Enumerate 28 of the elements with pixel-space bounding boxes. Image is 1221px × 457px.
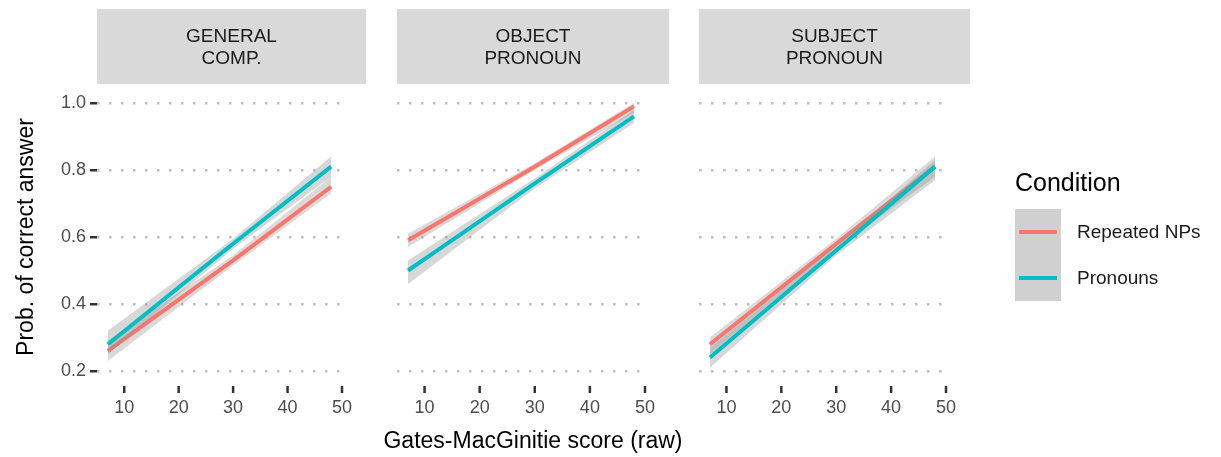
x-tick-label: 30	[223, 396, 244, 417]
x-tick-label: 20	[469, 396, 490, 417]
x-axis-title: Gates-MacGinitie score (raw)	[383, 426, 683, 454]
legend-label: Repeated NPs	[1077, 221, 1201, 243]
x-tick-label: 50	[935, 396, 956, 417]
y-tick-label: 0.6	[60, 225, 86, 246]
legend-label: Pronouns	[1077, 267, 1159, 289]
x-tick-label: 40	[881, 396, 902, 417]
y-tick-label: 1.0	[60, 91, 86, 112]
chart-title: GENERAL COMP.	[186, 24, 277, 69]
y-tick-label: 0.4	[60, 292, 86, 313]
chart-title: OBJECT PRONOUN	[484, 24, 582, 69]
x-tick-label: 30	[826, 396, 847, 417]
x-tick-label: 40	[579, 396, 600, 417]
x-tick-label: 50	[331, 396, 352, 417]
x-tick-label: 10	[114, 396, 135, 417]
x-tick-label: 20	[771, 396, 792, 417]
x-tick-label: 10	[414, 396, 435, 417]
x-tick-label: 50	[634, 396, 655, 417]
chart-title: SUBJECT PRONOUN	[785, 24, 884, 69]
y-tick-label: 0.2	[60, 359, 86, 380]
x-tick-label: 30	[524, 396, 545, 417]
legend-title: Condition	[1015, 168, 1122, 197]
y-axis-title: Prob. of correct answer	[11, 118, 39, 356]
x-tick-label: 10	[716, 396, 737, 417]
x-tick-label: 20	[168, 396, 189, 417]
x-tick-label: 40	[277, 396, 298, 417]
y-tick-label: 0.8	[60, 158, 86, 179]
